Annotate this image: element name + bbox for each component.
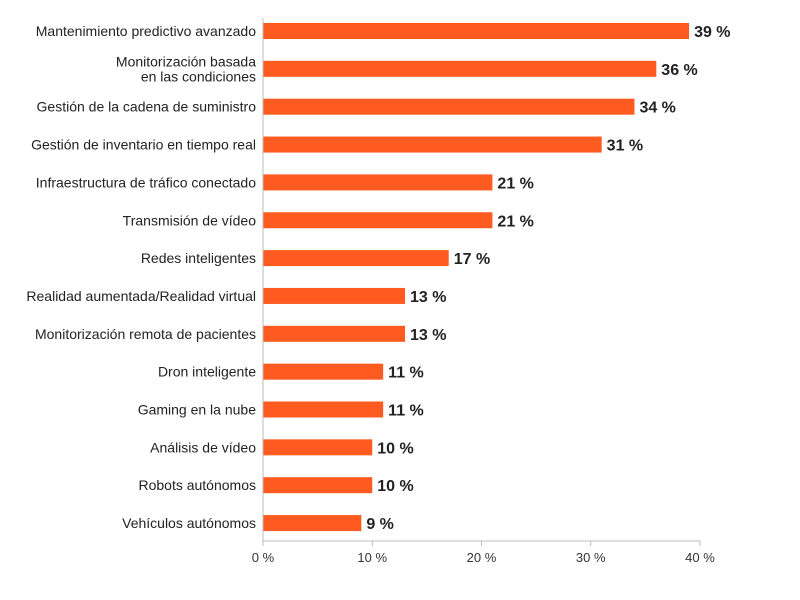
category-label: Monitorización basada en las condiciones	[116, 53, 256, 84]
bar	[263, 60, 657, 77]
bar	[263, 287, 406, 304]
x-tick-label: 0 %	[252, 550, 275, 565]
bar	[263, 212, 493, 229]
value-label: 21 %	[497, 213, 533, 230]
bar	[263, 174, 493, 191]
x-tick-label: 30 %	[576, 550, 606, 565]
category-label: Dron inteligente	[158, 364, 256, 380]
bar	[263, 325, 406, 342]
bar	[263, 439, 373, 456]
bar	[263, 23, 690, 39]
value-label: 39 %	[694, 24, 730, 41]
value-label: 9 %	[366, 516, 394, 533]
value-label: 21 %	[497, 175, 533, 192]
x-tick-label: 20 %	[467, 550, 497, 565]
bar	[263, 363, 384, 380]
value-label: 13 %	[410, 289, 446, 306]
value-label: 10 %	[377, 478, 413, 495]
bar	[263, 401, 384, 418]
category-label: Gaming en la nube	[138, 402, 257, 418]
category-label: Gestión de la cadena de suministro	[37, 99, 257, 115]
value-label: 11 %	[388, 365, 424, 382]
bar	[263, 250, 449, 267]
value-label: 36 %	[661, 62, 697, 79]
bar	[263, 515, 362, 532]
category-label: Transmisión de vídeo	[123, 212, 257, 228]
category-label: Análisis de vídeo	[150, 439, 256, 455]
value-label: 13 %	[410, 327, 446, 344]
bar	[263, 98, 635, 115]
category-label: Vehículos autónomos	[122, 515, 256, 531]
category-label: Mantenimiento predictivo avanzado	[36, 23, 256, 39]
value-label: 11 %	[388, 403, 424, 420]
value-label: 17 %	[454, 251, 490, 268]
category-label: Infraestructura de tráfico conectado	[36, 174, 256, 190]
category-label: Redes inteligentes	[141, 250, 256, 266]
value-label: 34 %	[639, 100, 675, 117]
category-label: Robots autónomos	[138, 477, 256, 493]
category-label: Gestión de inventario en tiempo real	[31, 137, 256, 153]
bar	[263, 136, 602, 153]
bar	[263, 477, 373, 494]
value-label: 10 %	[377, 440, 413, 457]
x-tick-label: 40 %	[685, 550, 715, 565]
value-label: 31 %	[607, 138, 643, 155]
category-label: Realidad aumentada/Realidad virtual	[26, 288, 256, 304]
x-tick-label: 10 %	[357, 550, 387, 565]
category-label: Monitorización remota de pacientes	[35, 326, 256, 342]
